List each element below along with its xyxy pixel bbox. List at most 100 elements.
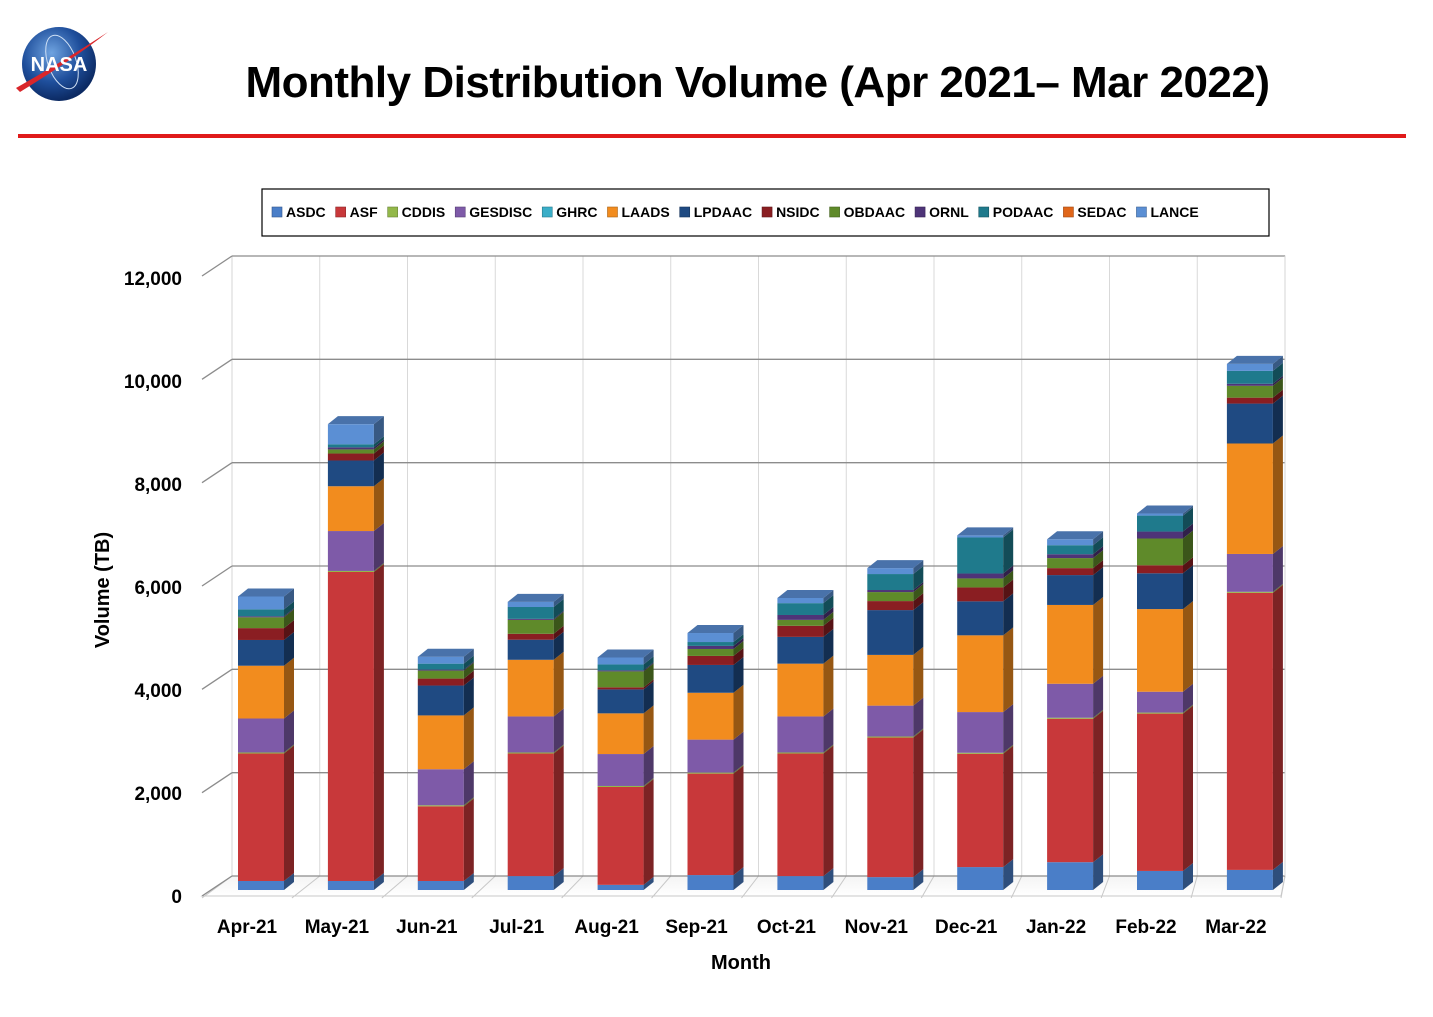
bar-top-face: [327, 416, 384, 425]
bar-segment-side-obdaac: [643, 663, 654, 688]
bar-segment-cddis: [327, 570, 374, 572]
legend-item-ghrc: GHRC: [541, 204, 597, 220]
bar-segment-ornl: [867, 590, 914, 593]
bar-segment-gesdisc: [867, 705, 914, 737]
side-gridline: [201, 772, 233, 794]
bar-segment-asdc: [957, 867, 1004, 890]
bar-stack-dec-21: [957, 527, 1014, 890]
bar-segment-asdc: [507, 876, 554, 890]
bar-segment-side-gesdisc: [553, 708, 564, 753]
bar-segment-side-asdc: [373, 872, 384, 890]
bar-segment-side-lpdaac: [1183, 565, 1193, 610]
bar-segment-side-podaac: [553, 599, 564, 619]
bar-segment-side-ornl: [913, 582, 924, 593]
side-gridline: [201, 255, 233, 277]
bar-segment-cddis: [867, 736, 914, 738]
bar-segment-side-cddis: [733, 764, 744, 774]
bar-segment-obdaac: [1226, 385, 1273, 398]
bar-top-face: [777, 589, 834, 598]
bar-segment-side-nsidc: [463, 670, 474, 686]
legend-label: SEDAC: [1077, 204, 1126, 220]
bar-stack-oct-21: [777, 589, 834, 890]
bar-segment-ornl: [1226, 383, 1273, 386]
bar-segment-side-cddis: [373, 562, 384, 572]
legend-box: [261, 188, 1270, 237]
legend-label: CDDIS: [402, 204, 446, 220]
y-tick-label: 10,000: [124, 372, 182, 393]
bar-segment-side-asdc: [1003, 859, 1014, 890]
legend-swatch: [454, 206, 466, 218]
bar-segment-side-lpdaac: [913, 602, 924, 655]
bar-segment-obdaac: [687, 648, 734, 656]
bar-segment-asdc: [777, 876, 824, 890]
legend-item-obdaac: OBDAAC: [829, 204, 905, 220]
bar-segment-side-asdc: [1272, 861, 1283, 890]
bar-segment-lpdaac: [327, 460, 374, 487]
bar-segment-side-lance: [733, 625, 744, 643]
bar-segment-podaac: [417, 663, 464, 670]
bar-segment-side-lpdaac: [823, 628, 834, 664]
bar-segment-cddis: [238, 752, 284, 754]
bar-stack-jan-22: [1047, 531, 1104, 890]
bar-segment-side-lpdaac: [553, 631, 564, 660]
bar-segment-lance: [507, 601, 554, 608]
bar-segment-lance: [417, 656, 464, 664]
x-tick-label: Jul-21: [489, 917, 544, 938]
bar-segment-side-obdaac: [553, 611, 564, 634]
bar-segment-side-obdaac: [1272, 377, 1283, 398]
bar-segment-asf: [1226, 592, 1273, 870]
bar-segment-side-lance: [823, 589, 834, 604]
bar-segment-side-gesdisc: [643, 746, 654, 786]
bar-segment-side-gesdisc: [1003, 704, 1014, 753]
bar-segment-cddis: [1137, 712, 1183, 714]
bar-segment-nsidc: [238, 628, 284, 640]
bar-segment-side-lpdaac: [1003, 593, 1014, 636]
bar-segment-side-lance: [913, 560, 924, 575]
bar-segment-side-obdaac: [1183, 530, 1193, 566]
legend-swatch: [761, 206, 773, 218]
bar-segment-side-asf: [913, 729, 924, 878]
bar-segment-asf: [417, 806, 464, 881]
bar-segment-gesdisc: [1226, 553, 1273, 592]
y-axis-ticks: 0 2,000 4,000 6,000 8,000 10,000 12,000: [124, 269, 182, 908]
y-tick-label: 2,000: [134, 784, 182, 805]
legend-swatch: [607, 206, 618, 218]
bar-segment-lance: [1226, 363, 1273, 371]
legend-label: PODAAC: [993, 204, 1054, 220]
bar-segment-ornl: [507, 618, 554, 620]
bar-segment-asdc: [1226, 869, 1273, 890]
bar-segment-cddis: [1226, 591, 1273, 593]
bar-segment-side-ornl: [1003, 565, 1014, 579]
bar-segment-laads: [1226, 443, 1273, 554]
bar-segment-asf: [687, 773, 734, 876]
bar-segment-asdc: [1047, 862, 1094, 890]
bar-top-face: [1226, 355, 1283, 364]
x-tick-label: May-21: [305, 917, 370, 938]
bar-segment-side-laads: [643, 705, 654, 755]
bar-segment-nsidc: [597, 687, 644, 690]
x-tick-label: Dec-21: [935, 917, 998, 938]
bar-segment-cddis: [777, 752, 824, 754]
bar-segment-side-lpdaac: [1093, 567, 1104, 605]
bar-top-face: [417, 648, 474, 657]
bar-segment-laads: [597, 713, 644, 755]
bar-segment-side-laads: [1093, 596, 1104, 684]
bars: [238, 355, 1283, 890]
bar-segment-side-gesdisc: [1183, 683, 1193, 713]
bar-segment-podaac: [777, 603, 824, 615]
bar-segment-side-gesdisc: [284, 710, 294, 753]
bar-segment-side-asf: [373, 563, 384, 881]
bar-segment-side-laads: [913, 646, 924, 706]
bar-top-face: [1137, 505, 1193, 514]
bar-segment-asf: [238, 753, 284, 881]
bar-segment-side-nsidc: [913, 593, 924, 611]
legend-swatch: [978, 206, 990, 218]
bar-segment-side-cddis: [1003, 744, 1014, 754]
bar-segment-asdc: [687, 875, 734, 890]
bar-segment-side-lpdaac: [1272, 395, 1283, 444]
floor-divider: [381, 875, 408, 899]
bar-segment-side-nsidc: [733, 647, 744, 665]
bar-segment-side-lance: [553, 593, 564, 608]
bar-segment-asdc: [327, 880, 374, 890]
bar-segment-laads: [957, 635, 1004, 713]
